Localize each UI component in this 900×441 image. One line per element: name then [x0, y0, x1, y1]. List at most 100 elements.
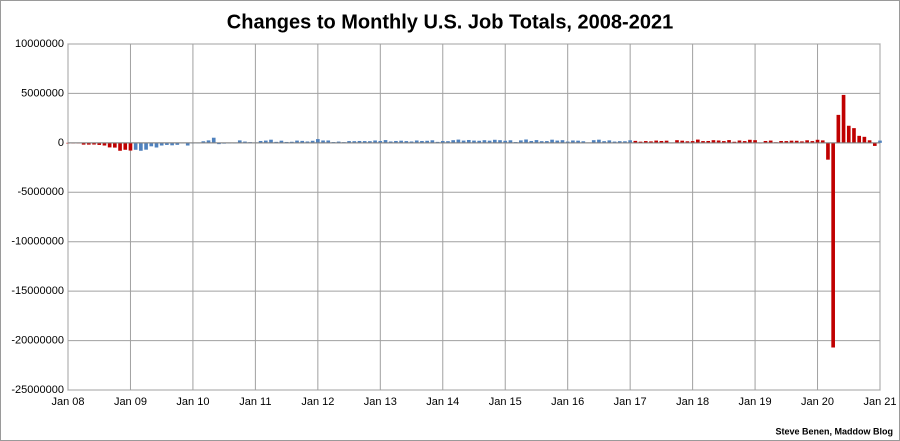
bar: [654, 140, 659, 143]
bar: [800, 141, 804, 143]
bar: [305, 141, 310, 143]
x-tick-label: Jan 21: [863, 396, 896, 408]
bar: [394, 140, 398, 143]
credit: Steve Benen, Maddow Blog: [775, 426, 893, 436]
bar: [675, 140, 679, 143]
bar: [404, 141, 409, 143]
bar: [581, 141, 586, 143]
bar: [300, 140, 305, 143]
bar: [503, 140, 508, 143]
bar: [446, 141, 450, 143]
bar: [664, 140, 669, 143]
bar: [243, 141, 247, 143]
bar: [722, 141, 726, 143]
bar: [456, 139, 461, 143]
bar: [742, 141, 747, 143]
y-tick-label: -10000000: [11, 236, 64, 248]
bar: [425, 140, 429, 143]
bar: [872, 142, 877, 146]
bar: [597, 139, 601, 143]
x-tick-label: Jan 09: [114, 396, 147, 408]
x-tick-label: Jan 12: [301, 396, 334, 408]
bar: [310, 140, 315, 143]
bar: [352, 141, 357, 143]
bar: [159, 142, 164, 146]
bar: [451, 140, 456, 143]
bar: [727, 140, 731, 143]
bar: [862, 136, 867, 143]
bar: [102, 142, 107, 146]
bar: [519, 140, 523, 143]
chart-title: Changes to Monthly U.S. Job Totals, 2008…: [227, 11, 673, 33]
bar: [368, 141, 372, 143]
bar: [165, 142, 169, 145]
y-tick-label: -15000000: [11, 285, 64, 297]
bar: [826, 142, 830, 160]
bar: [831, 142, 835, 348]
bar: [555, 140, 560, 143]
bar: [878, 140, 882, 143]
bar: [321, 140, 325, 143]
bar: [123, 142, 128, 150]
bar: [534, 140, 539, 143]
bar: [388, 141, 393, 143]
bar: [170, 142, 174, 146]
bar: [560, 140, 565, 143]
bar: [701, 141, 705, 143]
bar: [836, 114, 841, 143]
bar: [378, 140, 383, 143]
bar: [638, 141, 643, 143]
bar: [680, 140, 685, 143]
x-tick-label: Jan 17: [614, 396, 647, 408]
bar: [399, 140, 403, 143]
bar: [154, 142, 159, 148]
bar: [857, 135, 862, 143]
bar: [539, 141, 544, 143]
bar: [217, 142, 221, 145]
bar: [81, 142, 86, 145]
bar: [373, 140, 377, 143]
bar: [347, 141, 351, 143]
bar: [482, 140, 487, 143]
bar: [357, 140, 362, 143]
y-tick-label: 10000000: [15, 38, 64, 50]
bar: [789, 140, 794, 143]
bar: [695, 139, 700, 143]
bar: [643, 141, 648, 143]
bar: [633, 140, 638, 143]
bar: [113, 142, 117, 148]
bar: [139, 142, 143, 151]
bar: [685, 141, 690, 143]
bar: [867, 140, 872, 143]
bar: [550, 139, 554, 143]
x-tick-label: Jan 16: [551, 396, 584, 408]
bar: [820, 140, 825, 143]
plot-area: [67, 43, 881, 391]
bar: [414, 140, 419, 143]
bar: [409, 141, 414, 143]
bar: [846, 125, 851, 143]
x-tick-label: Jan 19: [739, 396, 772, 408]
bar: [492, 139, 497, 143]
bar: [794, 140, 799, 143]
bar: [716, 140, 721, 143]
bar: [571, 140, 575, 143]
bar: [706, 140, 711, 143]
bar: [565, 141, 570, 143]
bar: [841, 94, 846, 143]
x-tick-label: Jan 15: [489, 396, 522, 408]
bar: [763, 140, 768, 143]
bar: [201, 141, 206, 143]
bar: [748, 139, 752, 143]
x-tick-label: Jan 10: [176, 396, 209, 408]
bar: [149, 142, 154, 147]
bar: [607, 140, 612, 143]
bar: [815, 139, 820, 143]
bar: [487, 140, 492, 143]
bar: [628, 140, 632, 143]
bar: [383, 140, 388, 143]
bar: [753, 140, 757, 143]
bar: [316, 139, 320, 143]
bar: [524, 139, 528, 143]
bar: [477, 140, 482, 143]
